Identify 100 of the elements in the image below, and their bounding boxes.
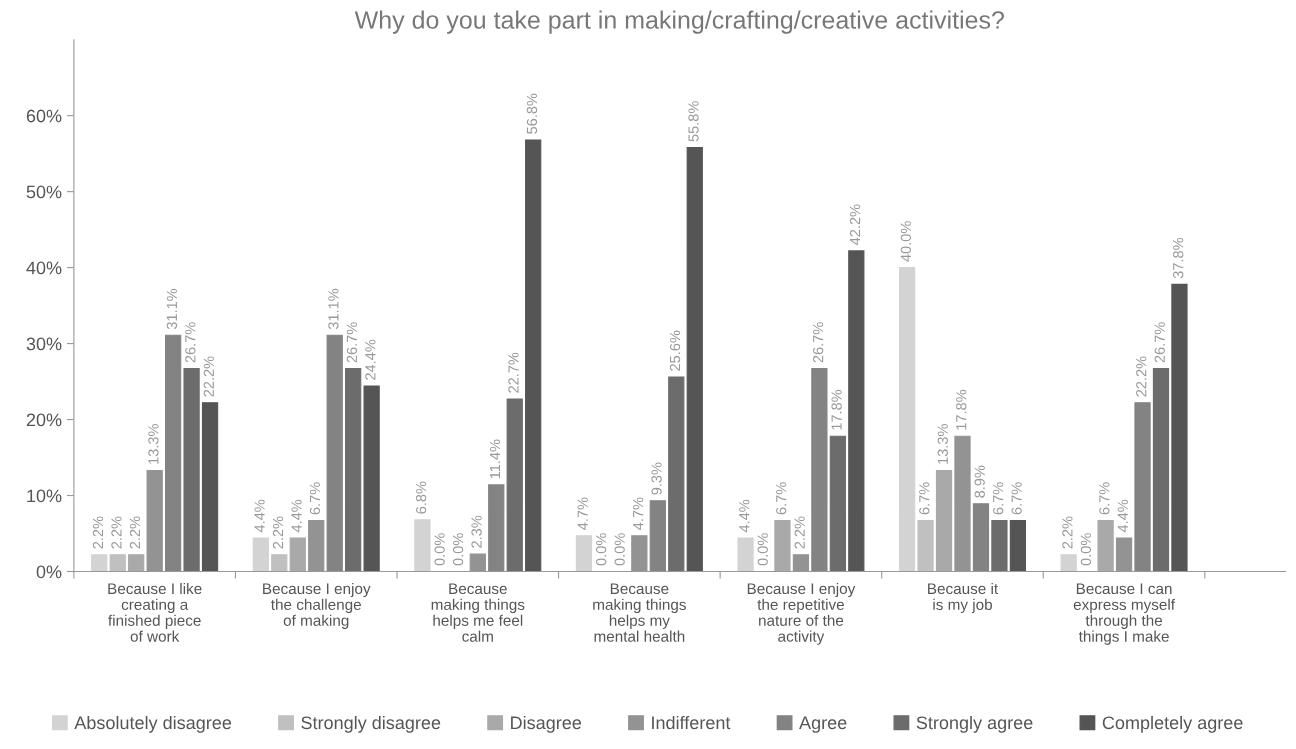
data-label: 13.3% <box>937 424 948 464</box>
bar <box>774 520 791 572</box>
data-label: 2.3% <box>471 515 482 548</box>
data-label: 55.8% <box>688 101 699 142</box>
bar <box>252 537 269 572</box>
bar <box>737 537 754 572</box>
bar <box>1097 520 1114 572</box>
data-label: 6.7% <box>1099 482 1110 515</box>
data-label: 11.4% <box>489 439 501 479</box>
y-tick-label: 60% <box>26 109 62 123</box>
data-label: 4.4% <box>1117 499 1128 533</box>
data-label: 2.2% <box>129 516 141 549</box>
bar <box>898 267 916 572</box>
bar <box>1009 520 1027 572</box>
data-label: 2.2% <box>92 516 104 549</box>
y-tick-label: 20% <box>26 413 62 427</box>
chart-title: Why do you take part in making/crafting/creative activities? <box>354 10 1004 34</box>
data-label: 56.8% <box>526 93 538 134</box>
legend-label: Completely agree <box>1102 715 1243 733</box>
legend-label: Disagree <box>511 715 582 733</box>
data-label: 6.7% <box>919 482 930 515</box>
data-label: 25.6% <box>669 330 681 371</box>
bar <box>345 368 362 572</box>
bar <box>686 147 703 572</box>
data-label: 22.2% <box>1136 356 1147 397</box>
bar <box>414 519 431 572</box>
bar <box>164 334 182 572</box>
data-label: 31.1% <box>328 288 339 330</box>
data-label: 4.7% <box>577 497 588 530</box>
data-label: 6.7% <box>1011 482 1022 515</box>
data-label: 24.4% <box>365 339 376 380</box>
data-label: 0.0% <box>1080 533 1092 566</box>
data-label: 4.7% <box>633 497 644 530</box>
bar <box>917 520 934 572</box>
legend-label: Absolutely disagree <box>74 715 232 733</box>
data-label: 37.8% <box>1173 237 1184 279</box>
data-label: 26.7% <box>185 322 196 363</box>
bar <box>109 554 126 572</box>
y-tick-label: 50% <box>26 185 62 199</box>
data-label: 6.8% <box>415 481 427 514</box>
data-label: 4.4% <box>739 499 750 533</box>
bar <box>1134 402 1151 572</box>
data-label: 2.2% <box>1062 516 1073 549</box>
data-label: 40.0% <box>900 221 912 262</box>
bar <box>525 139 542 572</box>
bar <box>848 250 865 572</box>
data-label: 4.4% <box>291 499 302 533</box>
bar <box>201 402 219 572</box>
data-label: 31.1% <box>166 288 178 330</box>
bar <box>972 503 990 572</box>
y-tick-label: 30% <box>26 337 62 351</box>
data-label: 17.8% <box>956 389 967 430</box>
bar <box>1171 283 1188 572</box>
data-label: 42.2% <box>849 204 861 245</box>
x-tick-label: Because I like creating a finished piece of work <box>108 582 202 642</box>
data-label: 9.3% <box>651 462 662 495</box>
bar <box>935 469 953 572</box>
bar <box>363 385 380 572</box>
data-label: 0.0% <box>452 533 464 566</box>
bar <box>289 537 306 572</box>
bar <box>488 484 505 572</box>
data-label: 6.7% <box>776 482 787 515</box>
data-label: 22.7% <box>508 352 519 393</box>
x-tick-label: Because making things helps my mental health <box>593 583 686 642</box>
bar <box>183 368 200 572</box>
x-tick-label: Because I enjoy the repetitive nature of the activity <box>747 582 856 645</box>
x-tick-label: Because it is my job <box>928 582 999 614</box>
x-tick-label: Because I can express myself through the things I make <box>1073 583 1176 645</box>
bar <box>575 535 593 572</box>
data-label: 22.2% <box>203 356 214 397</box>
data-label: 26.7% <box>812 322 824 363</box>
bar <box>1152 368 1170 572</box>
bar <box>991 520 1008 572</box>
data-label: 26.7% <box>346 322 358 363</box>
legend-label: Agree <box>799 716 847 733</box>
data-label: 0.0% <box>434 533 445 566</box>
x-tick-label: Because making things helps me feel calm <box>431 583 525 642</box>
legend-label: Indifferent <box>652 715 731 730</box>
bar <box>829 435 846 572</box>
data-label: 6.7% <box>309 482 321 515</box>
data-label: 2.2% <box>111 516 122 549</box>
data-label: 6.7% <box>993 482 1004 515</box>
y-tick-label: 0% <box>36 565 62 579</box>
bar <box>649 500 666 572</box>
bar <box>1060 554 1077 572</box>
bar <box>326 334 343 572</box>
data-label: 13.3% <box>148 424 159 464</box>
y-tick-label: 40% <box>26 261 62 275</box>
y-tick-label: 10% <box>27 489 62 503</box>
data-label: 0.0% <box>757 533 768 566</box>
bar <box>91 554 108 572</box>
data-label: 0.0% <box>596 533 607 566</box>
data-label: 0.0% <box>614 533 625 566</box>
bar <box>271 554 288 572</box>
bar <box>506 398 523 572</box>
data-label: 4.4% <box>254 499 265 533</box>
data-label: 26.7% <box>1154 322 1165 363</box>
legend-label: Strongly agree <box>916 715 1033 733</box>
data-label: 17.8% <box>831 389 842 430</box>
x-tick-label: Because I enjoy the challenge of making <box>263 582 371 629</box>
